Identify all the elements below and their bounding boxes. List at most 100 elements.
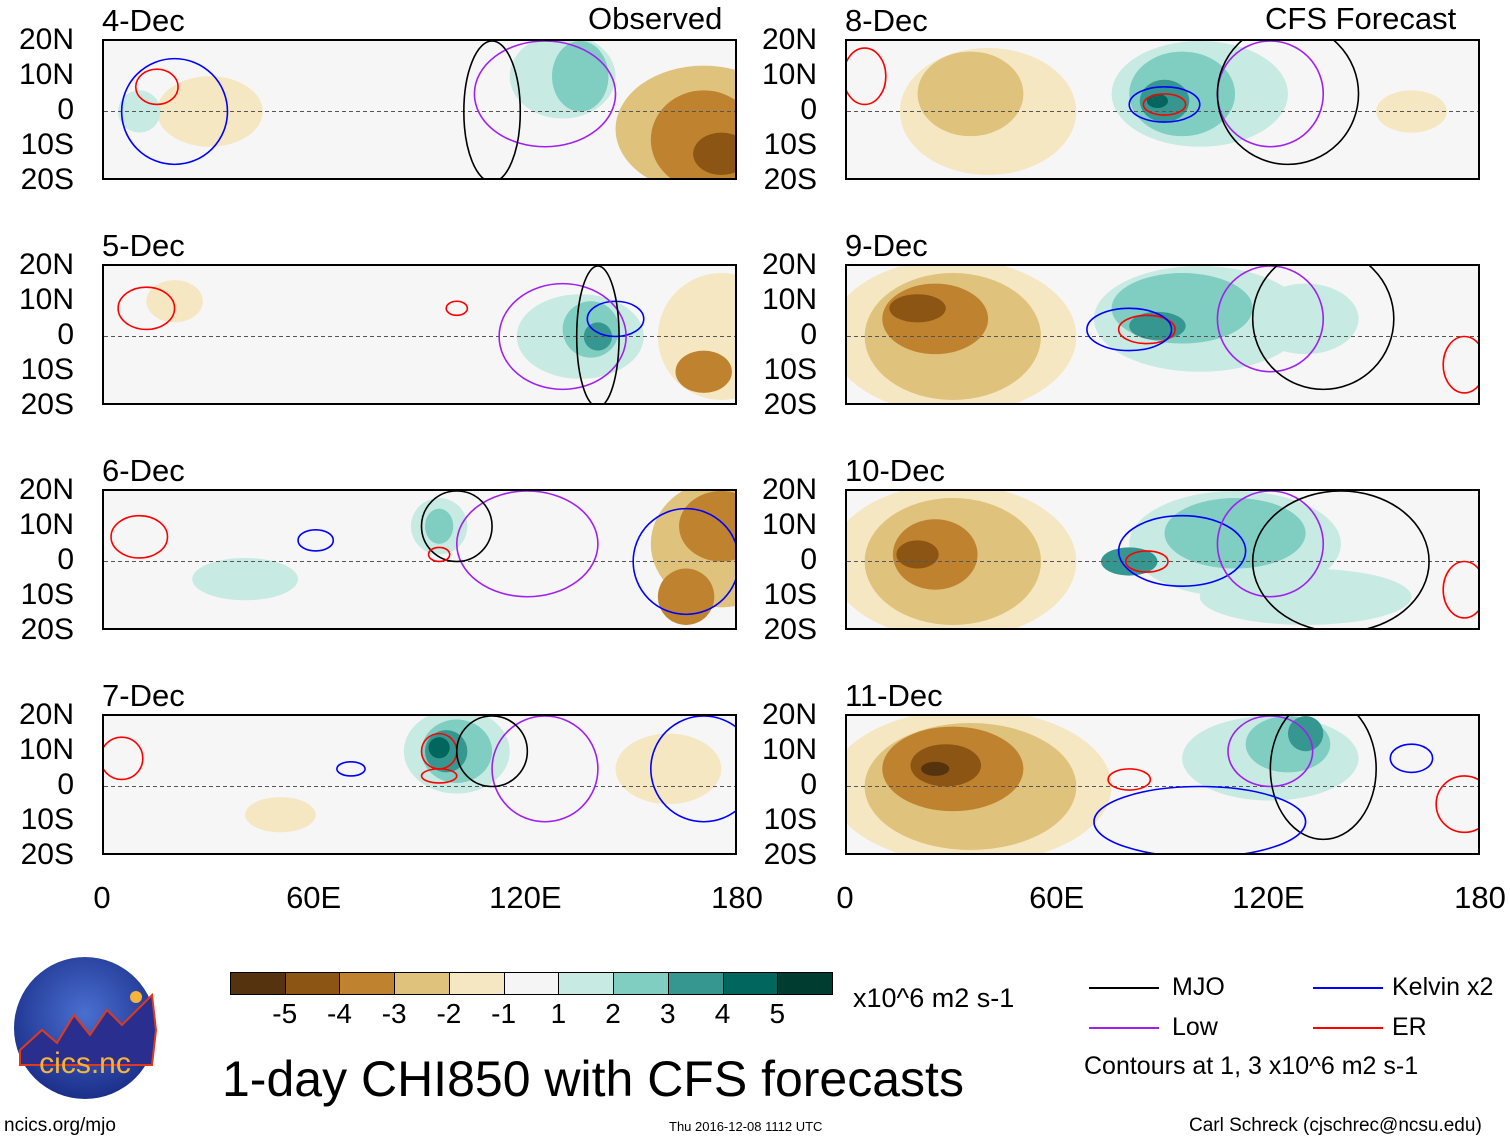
map-panel-7-Dec: [102, 714, 737, 855]
colorbar-cell: [339, 972, 396, 995]
colorbar-cell: [230, 972, 286, 995]
lat-tick-label: 10S: [763, 803, 817, 836]
map-panel-6-Dec: [102, 489, 737, 630]
legend-kelvin-label: Kelvin x2: [1392, 973, 1494, 1001]
filtered-contour: [110, 514, 169, 559]
filtered-contour: [1251, 491, 1430, 628]
colorbar-cell: [722, 972, 779, 995]
lat-tick-label: 20S: [763, 838, 817, 871]
filtered-contour: [463, 41, 522, 178]
chi850-shading: [1376, 90, 1447, 133]
filtered-contour: [1093, 785, 1307, 853]
filtered-contour: [650, 716, 735, 823]
filtered-contour: [491, 716, 599, 823]
lat-tick-label: 20N: [761, 473, 817, 506]
legend-mjo-label: MJO: [1172, 973, 1225, 1001]
lat-tick-label: 10N: [18, 508, 74, 541]
colorbar-label: -1: [491, 998, 517, 1029]
colorbar-cell: [667, 972, 724, 995]
footer-url[interactable]: ncics.org/mjo: [4, 1115, 116, 1136]
forecast-label: CFS Forecast: [1265, 1, 1457, 36]
legend-er-label: ER: [1392, 1013, 1427, 1041]
map-panel-10-Dec: [845, 489, 1480, 630]
svg-text:cics.nc: cics.nc: [39, 1047, 131, 1080]
colorbar-label: 4: [714, 998, 731, 1029]
chi850-shading: [917, 51, 1024, 137]
filtered-contour: [1227, 716, 1314, 788]
lat-tick-label: 10S: [20, 578, 74, 611]
filtered-contour: [420, 768, 458, 784]
lat-tick-label: 20S: [20, 613, 74, 646]
lat-tick-label: 20S: [763, 163, 817, 196]
lon-tick-label: 60E: [286, 880, 342, 915]
lat-tick-label: 20S: [20, 388, 74, 421]
lon-tick-label: 120E: [489, 880, 562, 915]
filtered-contour: [1142, 93, 1187, 116]
filtered-contour: [1251, 266, 1395, 391]
panel-date: 10-Dec: [845, 453, 945, 488]
colorbar-cell: [503, 972, 560, 995]
filtered-contour: [1117, 514, 1247, 587]
chi850-shading: [552, 41, 609, 112]
chi850-shading: [675, 350, 732, 393]
lat-tick-label: 20S: [763, 613, 817, 646]
colorbar-label: -3: [381, 998, 407, 1029]
map-panel-5-Dec: [102, 264, 737, 405]
lat-tick-label: 20S: [763, 388, 817, 421]
footer-author: Carl Schreck (cjschrec@ncsu.edu): [1189, 1115, 1482, 1136]
filtered-contour: [1128, 86, 1201, 123]
lat-tick-label: 20N: [761, 698, 817, 731]
observed-label: Observed: [588, 1, 723, 36]
lon-tick-label: 180: [1454, 880, 1506, 915]
filtered-contour: [632, 507, 735, 616]
lat-tick-label: 0: [800, 318, 817, 351]
lat-tick-label: 10S: [20, 803, 74, 836]
lon-tick-label: 180: [711, 880, 763, 915]
filtered-contour: [498, 282, 627, 391]
filtered-contour: [104, 736, 144, 781]
filtered-contour: [120, 57, 229, 166]
lat-tick-label: 10S: [763, 353, 817, 386]
filtered-contour: [847, 47, 887, 106]
chi850-shading: [921, 761, 950, 776]
colorbar-label: 2: [605, 998, 621, 1029]
panel-date: 11-Dec: [845, 678, 943, 713]
lon-tick-label: 60E: [1029, 880, 1085, 915]
panel-date: 9-Dec: [845, 228, 928, 263]
lat-tick-label: 0: [57, 768, 74, 801]
colorbar-cell: [558, 972, 615, 995]
map-panel-11-Dec: [845, 714, 1480, 855]
colorbar-label: -2: [436, 998, 462, 1029]
filtered-contour: [1442, 335, 1478, 394]
colorbar-label: 3: [660, 998, 676, 1029]
filtered-contour: [1216, 41, 1360, 166]
lat-tick-label: 20N: [18, 248, 74, 281]
lat-tick-label: 0: [800, 768, 817, 801]
legend-low-label: Low: [1172, 1013, 1218, 1041]
colorbar-cell: [284, 972, 341, 995]
colorbar-cell: [448, 972, 505, 995]
lat-tick-label: 10N: [18, 283, 74, 316]
lat-tick-label: 20N: [761, 248, 817, 281]
filtered-contour: [575, 266, 620, 403]
lat-tick-label: 20N: [18, 473, 74, 506]
lat-tick-label: 0: [800, 543, 817, 576]
lon-tick-label: 120E: [1232, 880, 1305, 915]
panel-date: 6-Dec: [102, 453, 185, 488]
filtered-contour: [420, 491, 493, 563]
filtered-contour: [1107, 768, 1152, 791]
filtered-contour: [1124, 550, 1169, 573]
panel-date: 8-Dec: [845, 3, 928, 38]
legend-mjo-line: [1089, 987, 1159, 989]
colorbar-label: -4: [327, 998, 352, 1029]
filtered-contour: [445, 300, 469, 317]
lat-tick-label: 10N: [761, 508, 817, 541]
filtered-contour: [1442, 560, 1478, 619]
panel-date: 7-Dec: [102, 678, 185, 713]
filtered-contour: [455, 716, 529, 788]
filtered-contour: [1086, 307, 1173, 352]
filtered-contour: [134, 68, 179, 106]
chi850-shading: [1164, 498, 1306, 569]
panel-date: 5-Dec: [102, 228, 185, 263]
filtered-contour: [1216, 491, 1325, 598]
